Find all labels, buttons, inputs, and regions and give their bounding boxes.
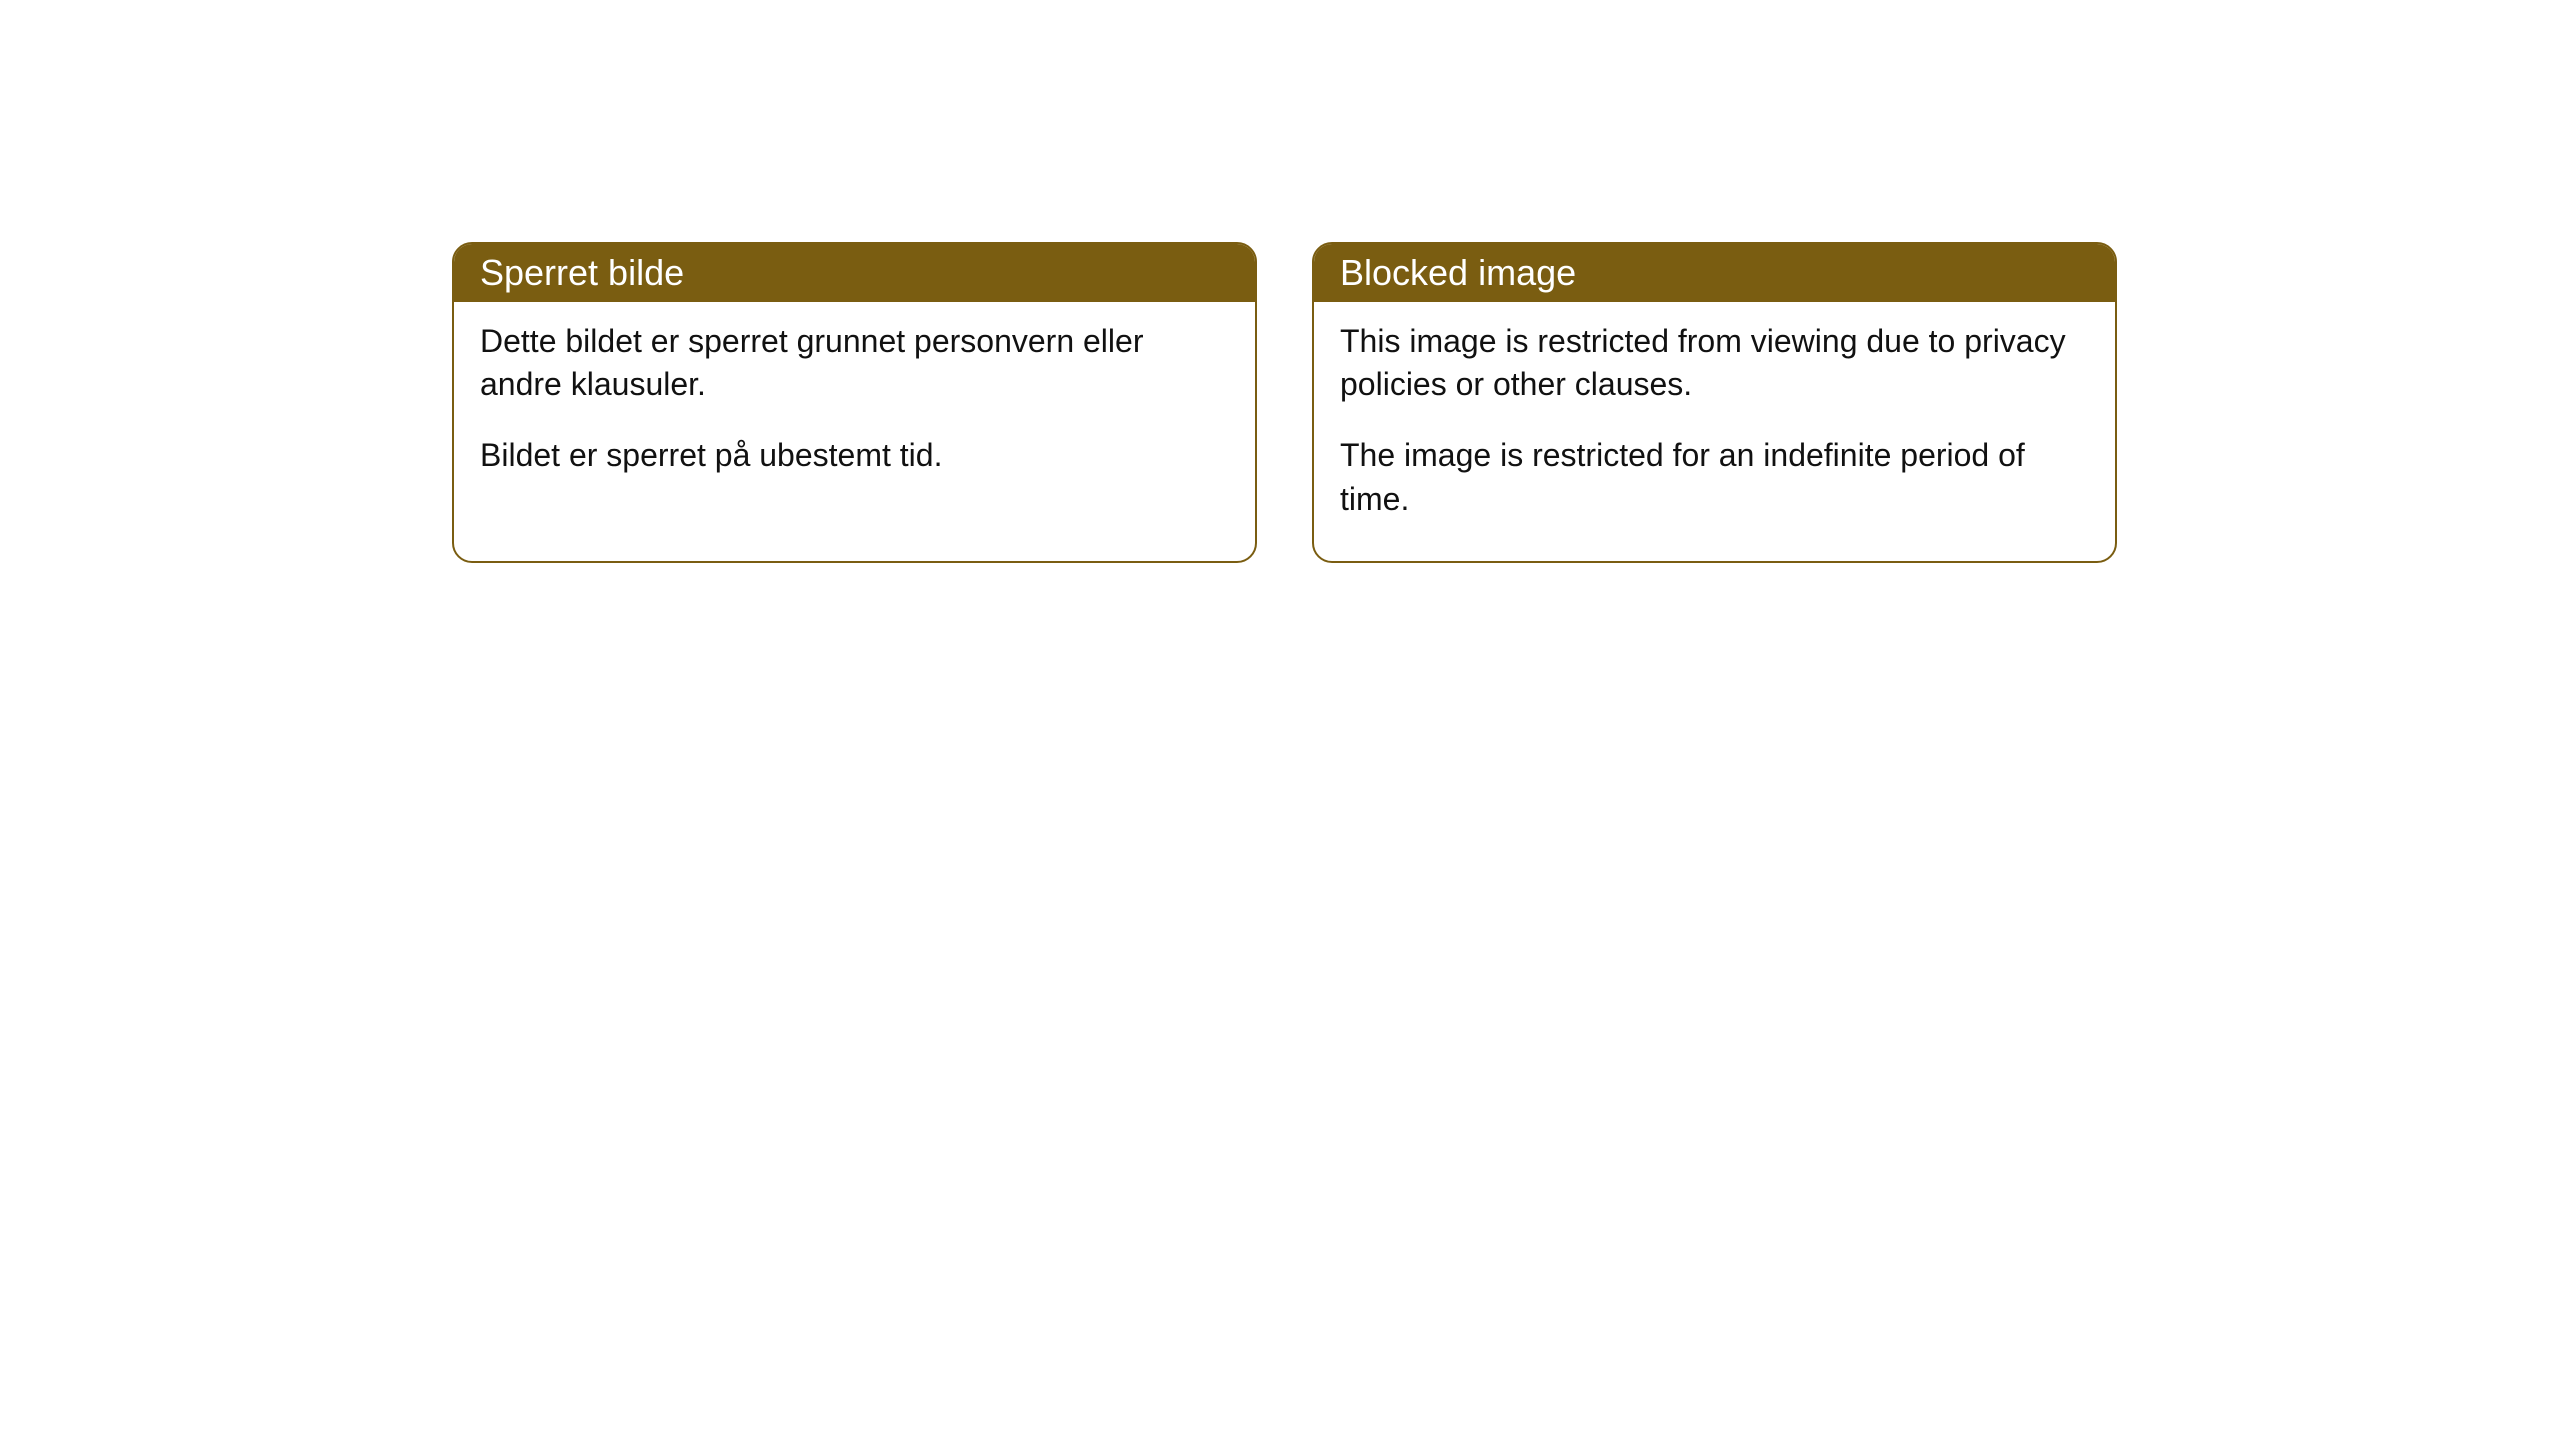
card-body: This image is restricted from viewing du… bbox=[1314, 302, 2115, 561]
card-paragraph: The image is restricted for an indefinit… bbox=[1340, 434, 2089, 520]
card-header: Blocked image bbox=[1314, 244, 2115, 302]
card-title: Blocked image bbox=[1340, 252, 1576, 293]
notice-card-norwegian: Sperret bilde Dette bildet er sperret gr… bbox=[452, 242, 1257, 563]
notice-cards-container: Sperret bilde Dette bildet er sperret gr… bbox=[452, 242, 2117, 563]
notice-card-english: Blocked image This image is restricted f… bbox=[1312, 242, 2117, 563]
card-header: Sperret bilde bbox=[454, 244, 1255, 302]
card-body: Dette bildet er sperret grunnet personve… bbox=[454, 302, 1255, 518]
card-paragraph: Dette bildet er sperret grunnet personve… bbox=[480, 320, 1229, 406]
card-paragraph: This image is restricted from viewing du… bbox=[1340, 320, 2089, 406]
card-title: Sperret bilde bbox=[480, 252, 684, 293]
card-paragraph: Bildet er sperret på ubestemt tid. bbox=[480, 434, 1229, 477]
